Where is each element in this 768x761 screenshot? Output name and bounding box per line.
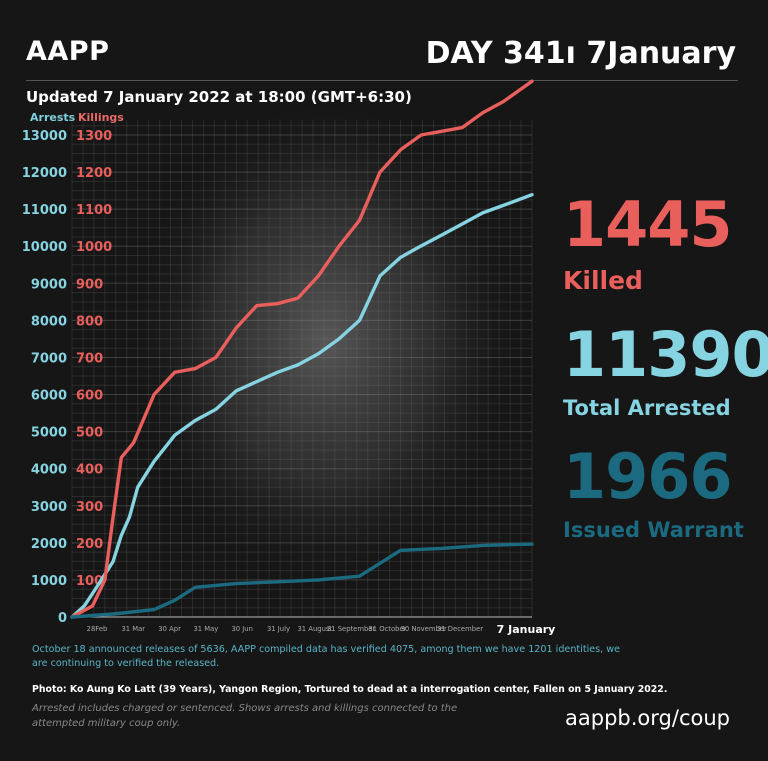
y-right-tick-label: 200 <box>76 537 103 552</box>
series-line-killings <box>70 79 534 619</box>
x-tick-label: 31 July <box>267 625 290 633</box>
y-left-tick-label: 8000 <box>31 314 67 329</box>
x-tick-label: 31 October <box>368 625 406 633</box>
x-axis: 28Feb 31 Mar 30 Apr 31 May 30 Jun 31 July 31 A… <box>87 623 556 636</box>
portrait-photo <box>125 90 525 590</box>
x-tick-label: 31 May <box>193 625 218 633</box>
aapp-logo: AAPP <box>26 36 110 67</box>
arrested-count: 11390 <box>563 318 768 391</box>
arrested-label: Total Arrested <box>563 396 731 420</box>
y-right-tick-label: 1000 <box>76 240 112 255</box>
y-left-tick-label: 1000 <box>31 574 67 589</box>
warrant-count: 1966 <box>563 440 733 513</box>
x-tick-label: 31 Mar <box>121 625 145 633</box>
y-right-tick-label: 700 <box>76 351 103 366</box>
x-tick-label: 30 Apr <box>158 625 181 633</box>
y-left-tick-label: 12000 <box>22 166 67 181</box>
disclaimer-note: Arrested includes charged or sentenced. … <box>32 703 458 729</box>
series-line-issued-warrant <box>70 542 534 619</box>
y-left-tick-label: 5000 <box>31 426 67 441</box>
chart-grid <box>71 120 533 618</box>
y-left-tick-label: 6000 <box>31 389 67 404</box>
website-link[interactable]: aappb.org/coup <box>565 706 730 730</box>
x-tick-label: 30 November <box>401 625 447 633</box>
y-right-tick-label: 800 <box>76 314 103 329</box>
y-right-tick-label: 900 <box>76 277 103 292</box>
y-axis-left: 0 1000 2000 3000 4000 5000 6000 7000 8000 9000 100… <box>22 129 67 626</box>
chart-lines <box>70 79 534 619</box>
x-tick-label: 31 September <box>327 625 376 633</box>
legend-killings: Killings <box>78 111 124 124</box>
legend-arrests: Arrests <box>30 111 76 124</box>
killed-count: 1445 <box>563 188 733 261</box>
y-left-tick-label: 9000 <box>31 277 67 292</box>
series-line-arrests <box>70 192 534 619</box>
y-right-tick-label: 1100 <box>76 203 112 218</box>
killed-label: Killed <box>563 266 643 295</box>
y-left-tick-label: 10000 <box>22 240 67 255</box>
y-left-tick-label: 0 <box>58 611 67 626</box>
y-axis-right: 1002003004005006007008009001000110012001… <box>76 129 112 589</box>
day-counter-title: DAY 341ı 7January <box>425 36 736 71</box>
y-left-tick-label: 11000 <box>22 203 67 218</box>
x-tick-label: 31 December <box>437 625 483 633</box>
y-right-tick-label: 300 <box>76 500 103 515</box>
release-verification-note: October 18 announced releases of 5636, A… <box>32 644 620 669</box>
photo-caption: Photo: Ko Aung Ko Latt (39 Years), Yango… <box>32 684 668 695</box>
y-right-tick-label: 600 <box>76 389 103 404</box>
y-left-tick-label: 2000 <box>31 537 67 552</box>
x-tick-label: 28Feb <box>87 625 108 633</box>
y-right-tick-label: 500 <box>76 426 103 441</box>
warrant-label: Issued Warrant <box>563 518 744 542</box>
y-left-tick-label: 7000 <box>31 351 67 366</box>
y-right-tick-label: 1200 <box>76 166 112 181</box>
x-tick-label: 31 August <box>297 625 332 633</box>
x-tick-label: 7 January <box>497 623 556 636</box>
y-right-tick-label: 400 <box>76 463 103 478</box>
y-left-tick-label: 13000 <box>22 129 67 144</box>
y-right-tick-label: 1300 <box>76 129 112 144</box>
y-left-tick-label: 4000 <box>31 463 67 478</box>
header-divider <box>26 80 738 81</box>
x-tick-label: 30 Jun <box>231 625 252 633</box>
y-left-tick-label: 3000 <box>31 500 67 515</box>
